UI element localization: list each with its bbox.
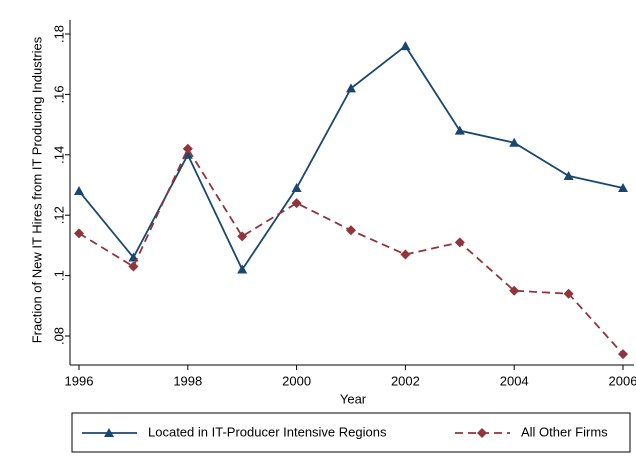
marker	[454, 125, 465, 135]
marker	[128, 261, 139, 272]
marker	[509, 137, 520, 147]
x-axis-title: Year	[340, 391, 367, 406]
legend-label: Located in IT-Producer Intensive Regions	[148, 424, 387, 439]
x-tick-label: 2004	[500, 373, 529, 388]
y-tick-label: .08	[51, 327, 66, 345]
y-tick-label: .1	[51, 270, 66, 281]
marker	[237, 264, 248, 274]
x-tick-label: 1996	[65, 373, 94, 388]
marker	[346, 83, 356, 93]
marker	[509, 285, 520, 296]
marker	[182, 143, 193, 154]
x-tick-label: 2000	[282, 373, 311, 388]
marker	[454, 237, 465, 248]
marker	[400, 249, 411, 260]
x-tick-label: 2002	[391, 373, 420, 388]
y-tick-label: .16	[51, 85, 66, 103]
y-axis-title: Fraction of New IT Hires from IT Produci…	[29, 36, 44, 343]
x-tick-label: 1998	[173, 373, 202, 388]
marker	[291, 183, 302, 193]
legend-marker	[104, 428, 114, 437]
legend-marker	[477, 428, 487, 438]
marker	[618, 183, 628, 193]
marker	[563, 170, 574, 180]
marker	[74, 186, 84, 196]
marker	[563, 288, 574, 299]
marker	[182, 149, 193, 159]
y-tick-label: .14	[51, 146, 66, 164]
x-tick-label: 2006	[609, 373, 636, 388]
legend-box	[71, 412, 631, 453]
legend-label: All Other Firms	[521, 424, 608, 439]
marker	[346, 225, 356, 236]
marker	[237, 231, 248, 242]
y-tick-label: .18	[51, 25, 66, 43]
marker	[74, 228, 84, 239]
marker	[618, 349, 628, 360]
marker	[400, 41, 411, 51]
marker	[291, 198, 302, 209]
y-tick-label: .12	[51, 206, 66, 224]
